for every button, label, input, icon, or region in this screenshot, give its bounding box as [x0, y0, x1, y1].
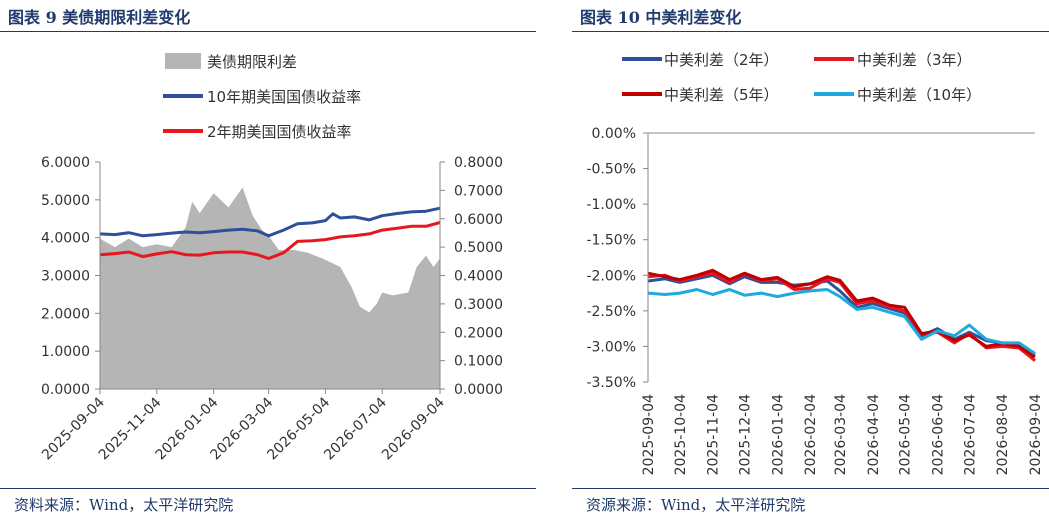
series-line-2y	[99, 221, 441, 260]
right-tick-label: 0.1000	[454, 354, 503, 370]
left-tick-label: 6.0000	[41, 155, 90, 171]
right-tick-label: 0.8000	[454, 155, 503, 171]
x-tick-label: 2025-11-04	[706, 394, 722, 475]
chart-title: 图表 9 美债期限利差变化	[8, 8, 191, 27]
series-line-4	[647, 288, 1036, 355]
china-us-spread-chart: 0.00% -0.50% -1.00% -1.50% -2.00% -2.50% -3.00…	[586, 51, 1044, 475]
x-tick-label: 2026-09-04	[379, 394, 448, 463]
left-tick-label: 5.0000	[41, 193, 90, 209]
chart-source: 资源来源：Wind，太平洋研究院	[586, 496, 806, 514]
series-line-3	[647, 268, 1036, 359]
x-tick-label: 2026-05-04	[898, 394, 914, 475]
legend-label: 美债期限利差	[207, 53, 297, 71]
right-tick-label: 0.0000	[454, 382, 503, 398]
source-rule	[572, 488, 1049, 489]
title-rule	[572, 31, 1049, 32]
left-tick-label: 3.0000	[41, 269, 90, 285]
legend-label: 中美利差（2年）	[664, 51, 779, 69]
x-tick-label: 2026-03-04	[833, 394, 849, 475]
legend-label: 中美利差（10年）	[857, 86, 981, 104]
legend-label: 10年期美国国债收益率	[207, 88, 361, 106]
chart-title: 图表 10 中美利差变化	[580, 8, 742, 27]
right-tick-label: 0.4000	[454, 269, 503, 285]
left-tick-label: 1.0000	[41, 344, 90, 360]
x-tick-label: 2026-01-04	[770, 394, 786, 475]
y-tick-label: -1.00%	[586, 197, 636, 213]
legend-label: 中美利差（5年）	[664, 86, 779, 104]
x-tick-label: 2026-02-04	[803, 394, 819, 475]
x-tick-label: 2026-04-04	[866, 394, 882, 475]
left-tick-label: 0.0000	[41, 382, 90, 398]
x-tick-label: 2025-10-04	[673, 394, 689, 475]
legend-label: 中美利差（3年）	[857, 51, 972, 69]
y-tick-label: -3.00%	[586, 339, 636, 355]
chart-panel-china-us-spread: 图表 10 中美利差变化 0.00% -0.50% -1.00% -1.50% -2.0…	[572, 0, 1049, 521]
series-line-1	[647, 273, 1036, 357]
term-spread-chart: 0.0000 1.0000 2.0000 3.0000 4.0000 5.0000 6.00…	[39, 53, 503, 463]
y-tick-label: 0.00%	[592, 126, 636, 142]
series-line-2	[647, 271, 1036, 362]
right-tick-label: 0.5000	[454, 240, 503, 256]
source-rule	[0, 488, 536, 489]
y-tick-label: -3.50%	[586, 375, 636, 391]
right-tick-label: 0.3000	[454, 297, 503, 313]
x-tick-label: 2026-07-04	[962, 394, 978, 475]
right-tick-label: 0.7000	[454, 183, 503, 199]
chart-panel-term-spread: 图表 9 美债期限利差变化 0.0000 1.0000 2.0000 3.0000 4.…	[0, 8, 536, 514]
legend-label: 2年期美国国债收益率	[207, 123, 352, 141]
right-tick-label: 0.6000	[454, 212, 503, 228]
right-tick-label: 0.2000	[454, 325, 503, 341]
chart-source: 资料来源：Wind，太平洋研究院	[14, 496, 234, 514]
y-tick-label: -1.50%	[586, 233, 636, 249]
x-tick-label: 2026-06-04	[930, 394, 946, 475]
term-spread-area	[100, 187, 440, 389]
left-tick-label: 2.0000	[41, 306, 90, 322]
y-tick-label: -2.00%	[586, 268, 636, 284]
x-tick-label: 2025-09-04	[641, 394, 657, 475]
x-tick-label: 2025-12-04	[737, 394, 753, 475]
x-tick-label: 2026-09-04	[1028, 394, 1044, 475]
legend-swatch-area	[165, 53, 201, 69]
series-line-10y	[99, 206, 441, 238]
y-tick-label: -2.50%	[586, 304, 636, 320]
title-rule	[0, 31, 536, 32]
y-tick-label: -0.50%	[586, 162, 636, 178]
x-tick-label: 2026-08-04	[995, 394, 1011, 475]
left-tick-label: 4.0000	[41, 231, 90, 247]
